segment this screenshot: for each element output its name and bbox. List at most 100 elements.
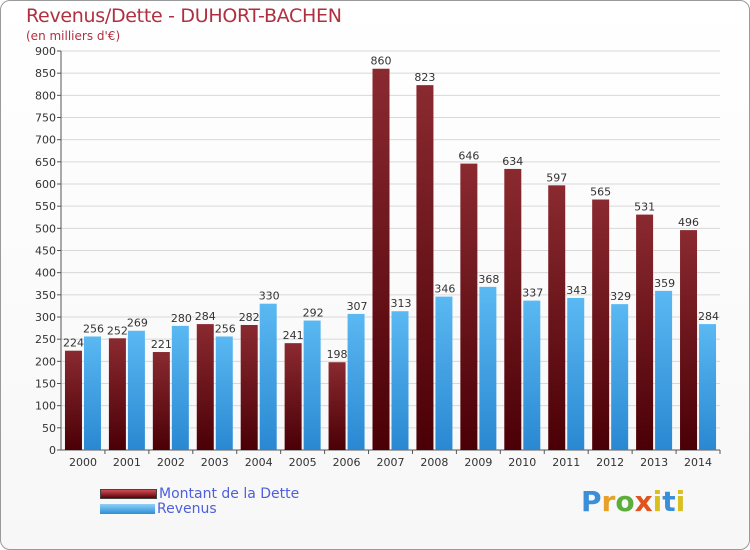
bar-revenus-2009 [479,286,497,450]
x-tick-label: 2003 [201,456,229,469]
data-label-dette: 221 [151,338,172,351]
y-tick-label: 900 [35,45,56,58]
data-label-revenus: 269 [127,317,148,330]
legend-swatch-revenus [100,503,155,514]
data-label-dette: 860 [371,55,392,68]
data-label-dette: 565 [590,186,611,199]
data-label-revenus: 256 [215,323,236,336]
y-tick-label: 300 [35,311,56,324]
bar-revenus-2000 [83,336,101,450]
data-label-revenus: 307 [347,300,368,313]
y-tick-label: 450 [35,245,56,258]
bar-dette-2011 [548,185,566,450]
bar-revenus-2001 [127,330,145,450]
bar-dette-2001 [108,338,126,450]
y-tick-label: 0 [49,444,56,457]
y-tick-label: 750 [35,112,56,125]
x-tick-label: 2014 [684,456,712,469]
data-label-dette: 496 [678,216,699,229]
data-label-revenus: 337 [522,287,543,300]
legend-label-revenus: Revenus [157,500,217,517]
bar-revenus-2010 [523,300,541,450]
data-label-dette: 531 [634,201,655,214]
data-label-revenus: 359 [654,277,675,290]
bar-dette-2003 [196,324,214,450]
data-label-dette: 284 [195,310,216,323]
legend-item-revenus: Revenus [100,500,299,517]
x-tick-label: 2000 [69,456,97,469]
bar-revenus-2004 [259,303,277,450]
data-label-revenus: 256 [83,323,104,336]
bar-dette-2008 [416,85,434,451]
bar-dette-2014 [680,230,698,450]
y-tick-label: 700 [35,134,56,147]
data-label-dette: 597 [546,171,567,184]
y-tick-label: 50 [42,422,56,435]
y-tick-label: 350 [35,289,56,302]
data-label-revenus: 368 [478,273,499,286]
x-tick-label: 2002 [157,456,185,469]
chart-title: Revenus/Dette - DUHORT-BACHEN [26,5,342,27]
data-label-dette: 282 [239,311,260,324]
bar-revenus-2006 [347,313,365,450]
x-tick-label: 2010 [508,456,536,469]
data-label-revenus: 284 [698,310,719,323]
x-tick-label: 2007 [377,456,405,469]
data-label-dette: 823 [414,71,435,84]
bar-revenus-2007 [391,311,409,450]
bar-revenus-2014 [699,324,717,450]
legend: Montant de la Dette Revenus [100,485,300,517]
y-tick-label: 800 [35,89,56,102]
bar-revenus-2008 [435,296,453,450]
data-label-revenus: 343 [566,284,587,297]
bar-dette-2012 [592,199,610,450]
bar-dette-2006 [328,362,346,450]
proxiti-logo: Proxiti [581,485,686,518]
bar-dette-2010 [504,168,522,450]
data-label-dette: 198 [327,348,348,361]
y-tick-label: 500 [35,222,56,235]
x-tick-label: 2012 [596,456,624,469]
bar-dette-2000 [64,350,82,450]
data-label-dette: 224 [63,337,84,350]
bar-dette-2007 [372,68,390,450]
y-tick-label: 200 [35,355,56,368]
data-label-revenus: 280 [171,312,192,325]
data-label-revenus: 292 [303,307,324,320]
data-label-dette: 634 [502,155,523,168]
data-label-revenus: 330 [259,290,280,303]
legend-swatch-dette [100,488,157,499]
axes: 0 50 100 150 200 250 300 350 400 450 500 550 600 650 7… [35,45,721,469]
bar-dette-2009 [460,163,478,450]
bar-dette-2004 [240,324,258,450]
y-tick-label: 250 [35,333,56,346]
bar-revenus-2005 [303,320,321,450]
x-tick-label: 2008 [420,456,448,469]
bar-revenus-2011 [567,297,585,450]
y-tick-label: 850 [35,67,56,80]
data-label-revenus: 346 [434,283,455,296]
y-tick-label: 100 [35,400,56,413]
data-label-dette: 252 [107,324,128,337]
bar-dette-2013 [636,214,654,450]
bar-dette-2005 [284,343,302,450]
legend-item-dette: Montant de la Dette [100,485,300,502]
bar-revenus-2002 [171,325,189,450]
bar-revenus-2013 [655,290,673,450]
y-tick-label: 550 [35,200,56,213]
x-tick-label: 2013 [640,456,668,469]
bars [64,68,717,451]
y-tick-label: 400 [35,267,56,280]
data-label-revenus: 329 [610,290,631,303]
y-tick-label: 600 [35,178,56,191]
y-tick-label: 150 [35,378,56,391]
x-tick-label: 2005 [289,456,317,469]
legend-label-dette: Montant de la Dette [159,485,300,502]
x-tick-label: 2011 [552,456,580,469]
x-tick-label: 2009 [464,456,492,469]
x-tick-label: 2006 [333,456,361,469]
bar-revenus-2012 [611,304,629,450]
x-tick-label: 2001 [113,456,141,469]
y-tick-label: 650 [35,156,56,169]
